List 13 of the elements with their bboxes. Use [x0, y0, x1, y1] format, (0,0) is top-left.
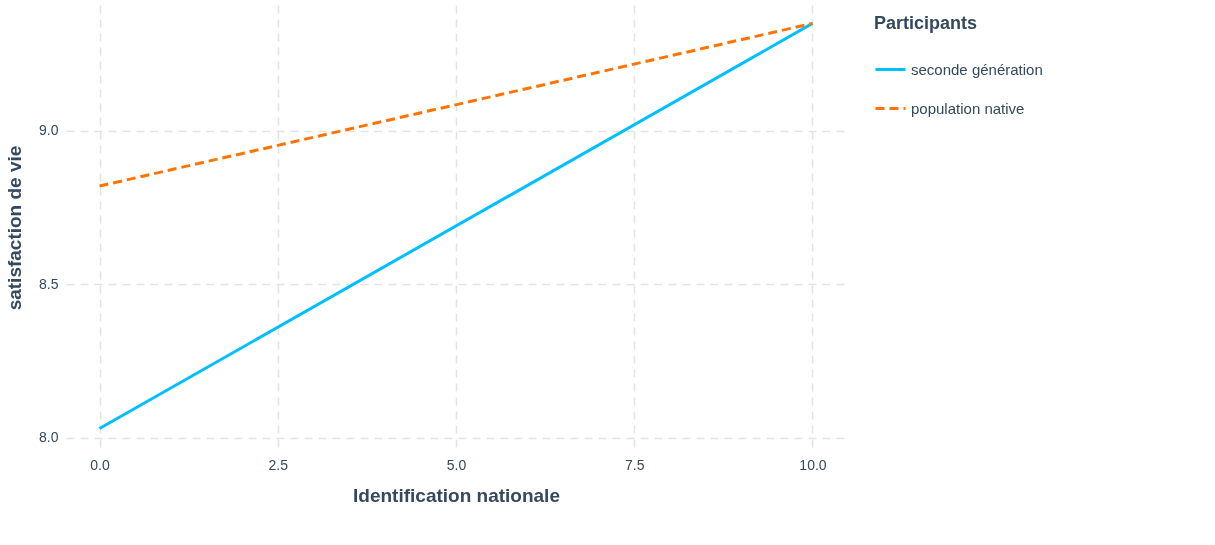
x-tick-label: 5.0	[446, 456, 467, 473]
y-tick-label: 9.0	[39, 122, 59, 139]
legend-title: Participants	[874, 13, 978, 33]
x-tick-label: 7.5	[625, 456, 645, 473]
y-tick-label: 8.0	[39, 429, 59, 446]
x-tick-label: 0.0	[90, 456, 110, 473]
legend-label: seconde génération	[911, 60, 1043, 78]
x-axis-title: Identification nationale	[353, 484, 560, 506]
x-tick-label: 2.5	[268, 456, 289, 473]
legend-label: population native	[911, 99, 1025, 117]
y-axis-title: satisfaction de vie	[4, 145, 26, 311]
y-tick-label: 8.5	[39, 275, 59, 292]
x-tick-label: 10.0	[799, 456, 827, 473]
